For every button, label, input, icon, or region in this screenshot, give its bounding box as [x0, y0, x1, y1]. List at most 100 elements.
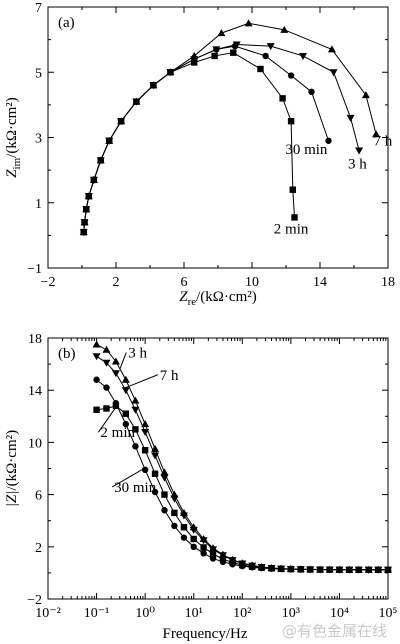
data-point-b: [121, 387, 130, 395]
x-tick-label-a: 2: [113, 275, 120, 290]
series-line-a: [83, 44, 360, 233]
data-point-b: [111, 357, 120, 365]
annotation-a: 30 min: [285, 142, 328, 158]
annotation-leader-b: [98, 406, 117, 433]
x-tick-label-b: 10⁰: [135, 606, 155, 621]
data-point-a: [291, 214, 298, 221]
x-tick-label-b: 10¹: [185, 606, 203, 621]
data-point-b: [121, 375, 130, 383]
chart-panel-a: −2 2 6 10 14 18 −1 1 3 5 7 Zre/(kΩ·cm²) Zim/(kΩ·cm²)…: [4, 1, 395, 308]
series-line-b: [96, 355, 388, 571]
data-point-b: [375, 566, 382, 573]
data-point-b: [131, 406, 140, 414]
data-point-b: [180, 524, 188, 531]
x-tick-label-a: 18: [381, 275, 395, 290]
x-tick-label-a: 10: [245, 275, 259, 290]
data-point-a: [105, 136, 114, 144]
y-tick-label-a: 3: [35, 132, 42, 147]
data-point-b: [219, 555, 227, 563]
data-point-b: [151, 488, 159, 496]
data-point-a: [212, 46, 221, 54]
data-point-b: [297, 566, 304, 573]
data-point-a: [299, 52, 307, 60]
data-point-b: [111, 370, 120, 378]
data-point-b: [189, 526, 198, 534]
data-point-b: [141, 466, 149, 474]
data-point-b: [326, 566, 333, 573]
annotation-a: 7 h: [374, 134, 393, 150]
data-point-b: [122, 410, 130, 417]
data-point-b: [103, 405, 110, 412]
data-point-a: [211, 52, 218, 60]
y-tick-label-b: 14: [28, 384, 42, 399]
y-tick-label-a: 7: [35, 1, 42, 16]
series-line-b: [96, 379, 388, 571]
data-point-b: [93, 406, 100, 413]
data-point-a: [232, 41, 241, 49]
data-point-a: [149, 81, 158, 89]
x-tick-label-b: 10⁻¹: [84, 606, 110, 621]
annotation-b: 7 h: [160, 368, 179, 384]
y-tick-label-b: 2: [35, 541, 42, 556]
data-point-b: [190, 535, 197, 543]
y-axis-title-a: Zim/(kΩ·cm²): [4, 97, 23, 178]
data-point-a: [279, 95, 286, 102]
data-point-b: [171, 509, 178, 517]
data-point-b: [199, 537, 208, 545]
data-point-b: [336, 566, 343, 573]
data-point-b: [287, 565, 295, 573]
annotation-leader-b: [111, 468, 145, 488]
data-point-a: [117, 117, 126, 125]
data-point-b: [132, 426, 139, 433]
y-tick-label-b: 18: [28, 332, 42, 347]
data-point-b: [102, 345, 111, 353]
data-point-a: [84, 192, 93, 200]
annotation-b: 2 min: [100, 425, 135, 441]
data-point-a: [79, 228, 88, 236]
y-tick-label-a: 1: [35, 197, 42, 212]
data-point-a: [325, 137, 332, 144]
data-point-a: [266, 43, 275, 51]
data-point-b: [131, 396, 140, 404]
data-point-a: [257, 65, 264, 73]
data-point-b: [102, 359, 111, 367]
data-point-b: [200, 544, 207, 551]
data-point-b: [277, 565, 285, 573]
x-tick-label-b: 10³: [282, 606, 300, 621]
data-point-a: [230, 49, 237, 56]
data-point-a: [166, 68, 175, 76]
series-a-3: [79, 19, 381, 236]
y-tick-label-a: 5: [35, 66, 42, 81]
series-b-3: [93, 402, 392, 573]
data-point-a: [287, 72, 295, 79]
data-point-b: [249, 563, 256, 570]
annotation-leader-b: [119, 352, 127, 370]
data-point-a: [80, 218, 89, 226]
data-point-a: [346, 114, 355, 122]
data-point-b: [239, 561, 246, 569]
data-point-b: [93, 376, 100, 383]
data-point-b: [346, 566, 353, 573]
data-point-b: [200, 550, 207, 557]
data-point-a: [132, 97, 141, 105]
data-point-b: [218, 552, 227, 560]
y-tick-label-a: −1: [27, 262, 42, 277]
x-tick-label-a: −2: [41, 275, 56, 290]
annotation-a: 3 h: [348, 156, 367, 172]
data-point-b: [365, 566, 372, 573]
data-point-a: [327, 45, 336, 53]
data-point-a: [96, 156, 105, 164]
data-point-b: [151, 470, 159, 477]
panel-label-a: (a): [58, 15, 75, 31]
chart-panel-b: 10⁻² 10⁻¹ 10⁰ 10¹ 10² 10³ 10⁴ 10⁵ −2 2 6 10 14 18 Freq…: [4, 332, 398, 642]
series-line-a: [83, 52, 295, 233]
data-point-b: [92, 340, 101, 348]
x-axis-title-b: Frequency/Hz: [163, 626, 248, 642]
data-point-b: [122, 420, 130, 428]
y-tick-label-b: 6: [35, 489, 42, 504]
data-point-b: [180, 534, 188, 541]
data-point-b: [161, 507, 168, 514]
x-tick-label-b: 10⁻²: [35, 606, 61, 621]
data-point-b: [258, 564, 265, 571]
